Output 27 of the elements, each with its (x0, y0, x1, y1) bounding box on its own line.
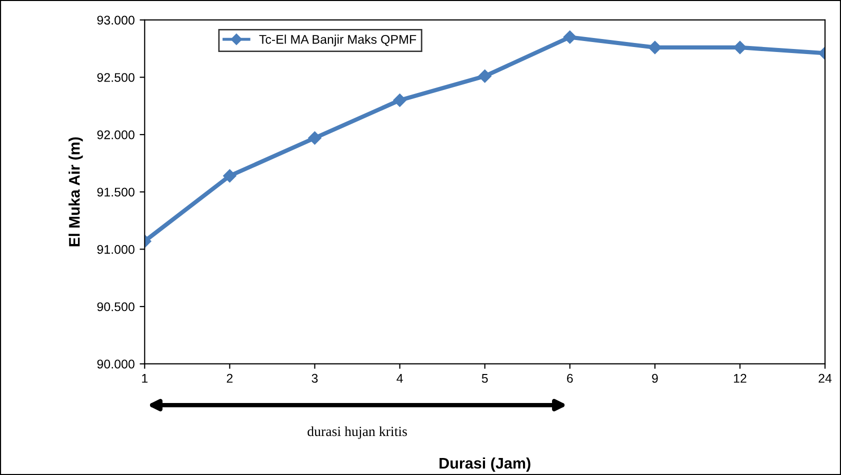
point (733, 40, 747, 54)
y-tick-label: 90.000 (97, 360, 134, 368)
x-axis-title: Durasi (Jam) (440, 457, 530, 472)
y-axis-title: El Muka Air (m) (68, 137, 83, 246)
y-tick-label: 92.000 (97, 130, 134, 140)
y-tick-label: 90.500 (97, 302, 134, 312)
x-tick-label: 2 (226, 374, 233, 383)
x-tick-label: 24 (818, 374, 832, 383)
x-tick-label: 5 (482, 374, 488, 383)
legend-label: Tc-El MA Banjir Maks QPMF (259, 34, 416, 46)
y-tick-label: 91.500 (97, 188, 134, 197)
point (308, 131, 322, 145)
y-tick-label: 93.000 (97, 16, 134, 25)
x-tick-label: 9 (652, 374, 658, 383)
text: durasi hujan kritis (308, 426, 407, 439)
x-tick-label: 3 (312, 374, 318, 383)
point (393, 94, 406, 107)
point (478, 70, 492, 83)
point (223, 169, 236, 182)
x-tick-label: 1 (142, 374, 148, 383)
x-tick-label: 12 (734, 374, 746, 383)
y-tick-label: 91.000 (97, 245, 134, 254)
y-tick-label: 92.500 (97, 73, 134, 82)
point (563, 30, 576, 44)
x-tick-label: 4 (396, 374, 403, 383)
point (648, 40, 662, 54)
x-tick-label: 6 (567, 374, 573, 383)
